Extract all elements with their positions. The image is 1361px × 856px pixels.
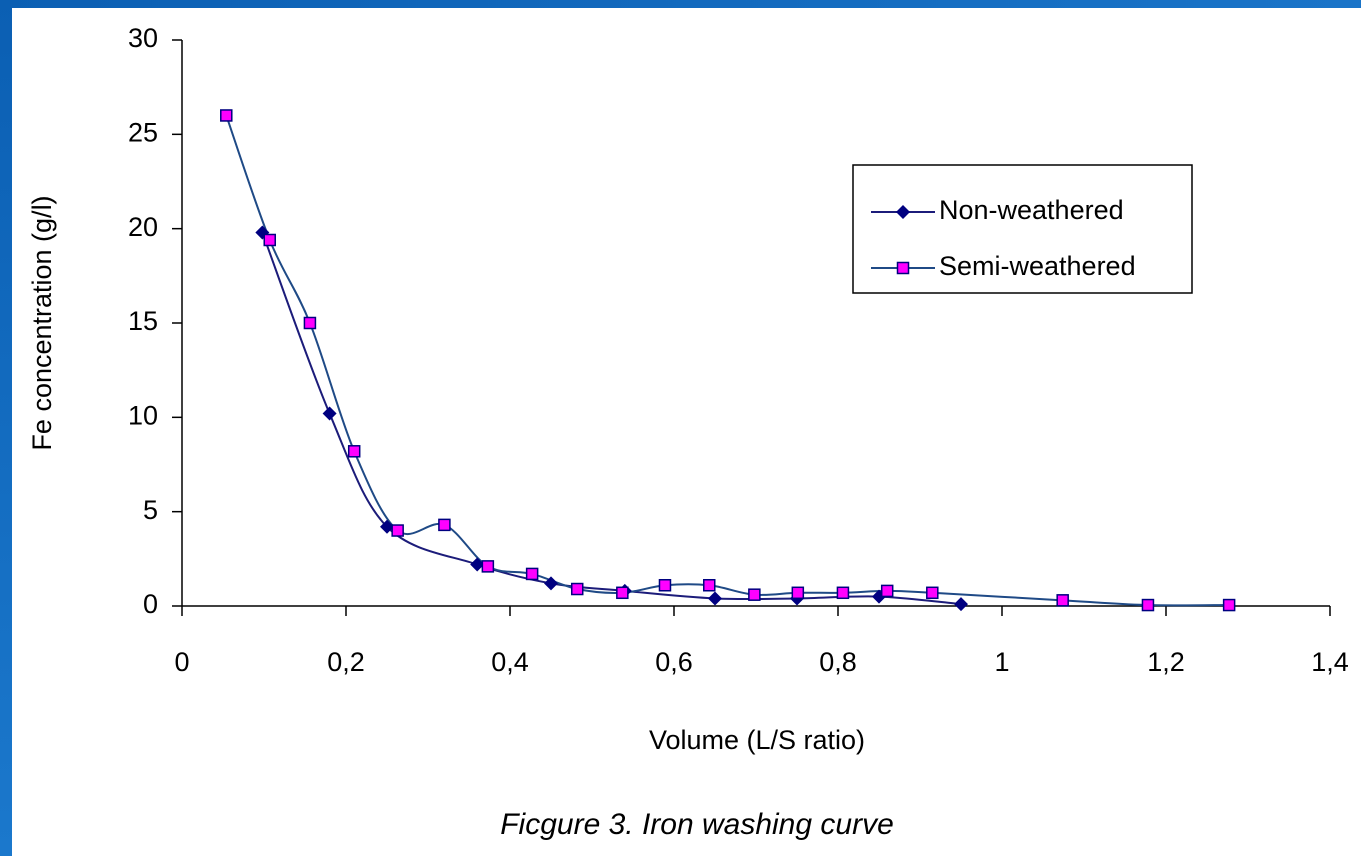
legend-box <box>852 164 1193 294</box>
x-tick-label: 0 <box>174 647 189 677</box>
marker <box>1222 598 1236 612</box>
marker <box>708 591 722 606</box>
y-tick-label: 0 <box>143 589 158 619</box>
y-tick-label: 25 <box>128 117 158 147</box>
x-tick-label: 1,2 <box>1147 647 1185 677</box>
marker <box>380 519 394 534</box>
legend-marker <box>896 261 910 275</box>
marker <box>954 597 968 612</box>
marker <box>616 586 629 600</box>
marker <box>263 233 276 247</box>
marker <box>880 584 894 598</box>
y-axis-title: Fe concentration (g/l) <box>27 195 57 450</box>
y-tick-label: 10 <box>128 400 158 430</box>
marker <box>836 586 850 600</box>
marker <box>303 316 317 330</box>
y-tick-label: 30 <box>128 23 158 53</box>
legend-label: Non-weathered <box>939 195 1124 225</box>
marker <box>926 586 939 600</box>
y-tick-label: 15 <box>128 306 158 336</box>
marker <box>481 560 495 573</box>
marker <box>1141 598 1155 612</box>
x-tick-label: 1 <box>994 647 1009 677</box>
x-tick-label: 0,2 <box>327 647 365 677</box>
y-tick-label: 20 <box>128 212 158 242</box>
marker <box>438 518 451 532</box>
x-tick-label: 0,4 <box>491 647 529 677</box>
frame-top <box>0 0 1361 8</box>
marker <box>570 582 584 596</box>
legend-label: Semi-weathered <box>939 251 1136 281</box>
marker <box>544 576 558 591</box>
marker <box>525 567 539 581</box>
marker <box>322 406 337 421</box>
x-tick-label: 0,6 <box>655 647 693 677</box>
x-tick-label: 1,4 <box>1311 647 1349 677</box>
marker <box>391 524 404 537</box>
marker <box>220 109 233 122</box>
marker <box>347 445 361 458</box>
x-tick-label: 0,8 <box>819 647 857 677</box>
caption: Ficgure 3. Iron washing curve <box>500 808 894 841</box>
y-tick-label: 5 <box>143 495 158 525</box>
marker <box>470 557 485 572</box>
marker <box>703 578 716 592</box>
marker <box>658 578 672 592</box>
marker <box>791 586 805 600</box>
frame-left <box>0 0 12 856</box>
marker <box>1056 594 1069 607</box>
x-axis-title: Volume (L/S ratio) <box>649 725 865 755</box>
marker <box>748 588 761 601</box>
legend-marker <box>896 205 910 219</box>
